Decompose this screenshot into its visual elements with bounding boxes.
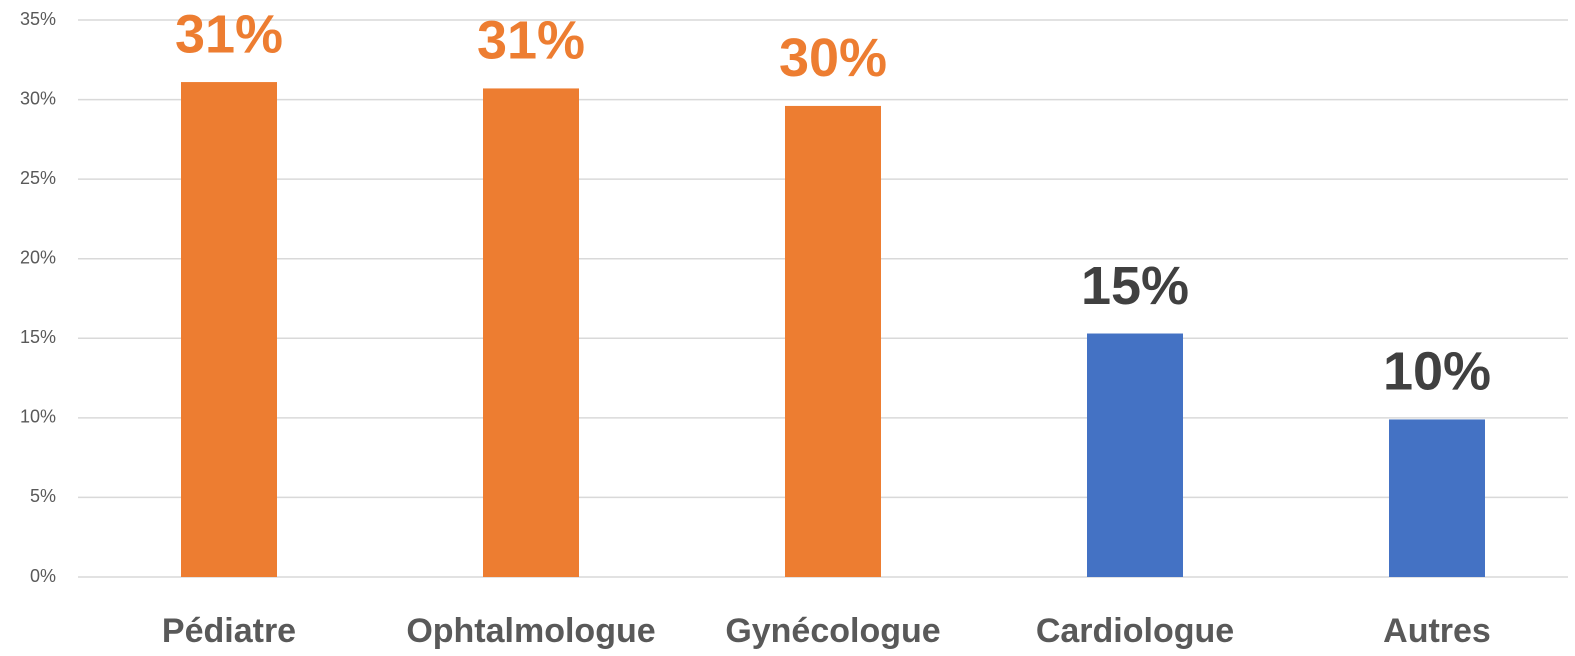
value-label: 31% (477, 11, 585, 71)
y-tick-label: 25% (20, 168, 56, 188)
y-tick-label: 10% (20, 407, 56, 427)
bar (1087, 333, 1183, 577)
y-tick-label: 0% (30, 566, 56, 586)
value-label: 15% (1081, 256, 1189, 316)
x-tick-label: Gynécologue (725, 612, 940, 650)
value-label: 30% (779, 28, 887, 88)
x-tick-label: Ophtalmologue (406, 612, 655, 650)
y-tick-label: 15% (20, 327, 56, 347)
y-tick-label: 35% (20, 9, 56, 29)
value-label: 10% (1383, 342, 1491, 402)
y-tick-label: 20% (20, 247, 56, 267)
y-tick-label: 30% (20, 88, 56, 108)
bar (1389, 419, 1485, 577)
y-tick-label: 5% (30, 486, 56, 506)
bar (483, 88, 579, 577)
bar (785, 105, 881, 578)
value-label: 31% (175, 4, 283, 64)
x-tick-label: Cardiologue (1036, 612, 1234, 650)
bar (181, 82, 277, 578)
x-tick-label: Autres (1383, 612, 1491, 650)
x-tick-label: Pédiatre (162, 612, 296, 650)
